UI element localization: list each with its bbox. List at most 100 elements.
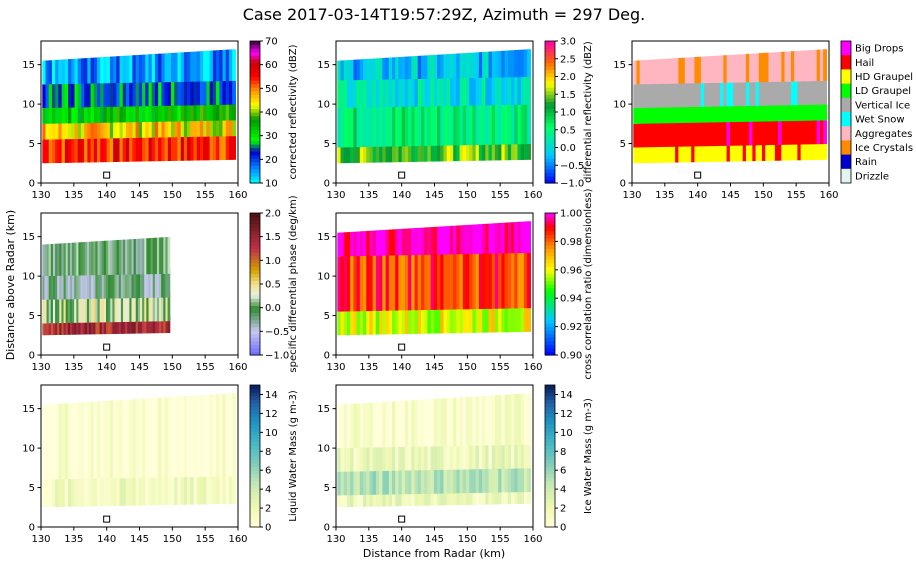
x-tick-label: 130	[326, 362, 345, 373]
heatmap-cell	[501, 98, 506, 145]
colorbar-segment	[250, 230, 260, 235]
heatmap-cell	[353, 470, 358, 496]
heatmap-cell	[414, 400, 419, 447]
heatmap-cell	[639, 147, 644, 164]
heatmap-cell	[523, 49, 528, 78]
heatmap-cell	[123, 318, 126, 334]
heatmap-cell	[733, 54, 737, 83]
heatmap-cell	[430, 489, 435, 506]
colorbar-segment	[545, 255, 555, 260]
x-tick-label: 150	[458, 534, 477, 545]
heatmap-cell	[504, 394, 509, 446]
x-tick-label: 135	[359, 190, 378, 201]
heatmap-cell	[446, 226, 451, 255]
colorbar-segment	[545, 72, 555, 78]
radar-marker	[398, 171, 406, 179]
heatmap-cell	[440, 441, 445, 470]
heatmap-cell	[517, 136, 522, 161]
legend-swatch	[841, 41, 851, 56]
heatmap-cell	[203, 50, 208, 82]
colorbar-segment	[545, 284, 555, 289]
heatmap-cell	[424, 399, 429, 447]
heatmap-cell	[514, 69, 519, 105]
x-tick-label: 135	[64, 362, 83, 373]
heatmap-cell	[150, 316, 154, 334]
heatmap-cell	[148, 77, 153, 107]
heatmap-cell	[48, 60, 53, 85]
heatmap-cell	[356, 146, 361, 163]
heatmap-cell	[113, 119, 117, 139]
heatmap-cell	[382, 77, 387, 108]
legend-label: Drizzle	[855, 171, 889, 182]
heatmap-cell	[199, 470, 204, 505]
heatmap-cell	[488, 438, 493, 470]
heatmap-cell	[675, 105, 679, 124]
heatmap-cell	[401, 444, 406, 471]
heatmap-cell	[203, 98, 208, 121]
heatmap-cell	[704, 103, 708, 123]
heatmap-cell	[466, 248, 470, 310]
colorbar-segment	[250, 291, 260, 296]
heatmap-cell	[745, 53, 750, 83]
heatmap-cell	[401, 228, 406, 256]
heatmap-cell	[649, 107, 654, 124]
heatmap-cell	[443, 141, 448, 162]
heatmap-cell	[337, 232, 342, 257]
heatmap-cell	[395, 491, 400, 507]
heatmap-cell	[401, 56, 406, 80]
colorbar-tick-label: 12	[560, 409, 573, 420]
heatmap-cell	[784, 98, 789, 122]
heatmap-cell	[127, 239, 130, 275]
colorbar-segment	[545, 241, 555, 246]
heatmap-cell	[120, 294, 124, 323]
heatmap-cell	[64, 122, 69, 140]
heatmap-cell	[142, 78, 146, 107]
heatmap-cell	[517, 484, 522, 505]
heatmap-cell	[794, 98, 799, 121]
plot-area	[337, 393, 531, 508]
heatmap-cell	[726, 141, 731, 162]
heatmap-cell	[84, 273, 88, 299]
heatmap-cell	[372, 402, 377, 448]
heatmap-cell	[196, 114, 201, 137]
heatmap-cell	[103, 475, 108, 507]
heatmap-cell	[765, 139, 770, 161]
colorbar-segment	[545, 445, 555, 450]
colorbar-frame	[249, 384, 261, 528]
heatmap-cell	[475, 303, 480, 333]
heatmap-cell	[662, 145, 667, 163]
heatmap-cell	[74, 121, 79, 140]
heatmap-cell	[50, 299, 54, 324]
heatmap-cell	[774, 52, 779, 82]
x-tick-label: 150	[458, 190, 477, 201]
legend-label: Wet Snow	[855, 115, 905, 126]
colorbar-segment	[545, 491, 555, 496]
colorbar-segment	[545, 466, 555, 471]
heatmap-cell	[109, 400, 114, 479]
heatmap-cell	[475, 396, 480, 446]
colorbar-segment	[250, 262, 260, 267]
heatmap-cell	[154, 269, 158, 298]
heatmap-cell	[61, 243, 65, 276]
colorbar-segment	[545, 65, 555, 70]
heatmap-cell	[353, 79, 358, 108]
heatmap-cell	[46, 323, 50, 336]
x-tick-label: 160	[228, 190, 247, 201]
colorbar-segment	[545, 41, 555, 46]
heatmap-cell	[337, 107, 342, 148]
colorbar-segment	[545, 269, 555, 274]
heatmap-cell	[55, 83, 59, 108]
heatmap-cell	[716, 118, 721, 146]
heatmap-cell	[337, 311, 342, 336]
heatmap-cell	[382, 308, 387, 335]
heatmap-cell	[161, 53, 166, 83]
heatmap-cell	[501, 246, 506, 309]
heatmap-cell	[639, 107, 644, 124]
heatmap-cell	[77, 137, 82, 163]
x-tick-label: 135	[359, 534, 378, 545]
colorbar-tick-label: 2.0	[265, 209, 281, 220]
heatmap-cell	[156, 292, 160, 322]
heatmap-cell	[520, 136, 525, 160]
heatmap-cell	[177, 471, 182, 505]
colorbar-segment	[545, 385, 555, 390]
